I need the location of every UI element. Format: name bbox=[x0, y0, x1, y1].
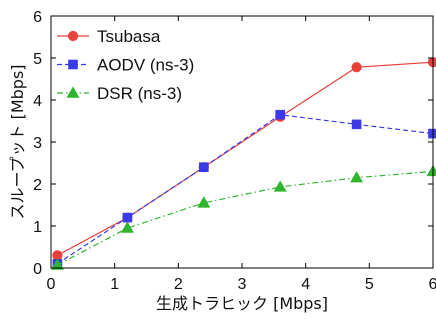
legend-entry-1: AODV (ns-3) bbox=[57, 56, 194, 75]
x-axis-label: 生成トラヒック [Mbps] bbox=[156, 294, 328, 313]
legend-entry-0: Tsubasa bbox=[57, 27, 161, 46]
data-point-0-4 bbox=[351, 62, 362, 73]
data-point-1-5 bbox=[428, 128, 436, 139]
data-point-0-5 bbox=[427, 57, 436, 68]
data-point-1-3 bbox=[275, 109, 285, 120]
x-tick-label: 6 bbox=[429, 276, 436, 293]
x-tick-label: 2 bbox=[174, 276, 183, 293]
data-point-2-0 bbox=[50, 258, 64, 270]
data-point-1-4 bbox=[351, 119, 362, 130]
data-point-2-4 bbox=[350, 171, 364, 183]
y-tick-label: 0 bbox=[33, 261, 42, 278]
data-point-2-2 bbox=[197, 196, 211, 208]
data-point-1-1 bbox=[122, 212, 133, 223]
legend-entry-2: DSR (ns-3) bbox=[57, 84, 182, 103]
y-tick-label: 5 bbox=[33, 51, 42, 68]
y-tick-label: 6 bbox=[33, 9, 42, 26]
x-tick-label: 4 bbox=[301, 276, 310, 293]
legend-label: DSR (ns-3) bbox=[97, 84, 182, 103]
legend-label: AODV (ns-3) bbox=[97, 56, 194, 75]
x-tick-label: 3 bbox=[238, 276, 247, 293]
legend-marker bbox=[67, 30, 79, 42]
legend-marker bbox=[66, 86, 80, 98]
x-tick-label: 0 bbox=[47, 276, 56, 293]
data-point-2-3 bbox=[273, 180, 287, 192]
legend-marker bbox=[68, 59, 78, 70]
x-tick-label: 1 bbox=[110, 276, 119, 293]
series-line-0 bbox=[57, 61, 434, 256]
tick-labels: 0 1 2 3 4 5 6 0 1 2 3 4 5 6 bbox=[33, 9, 436, 293]
legend-label: Tsubasa bbox=[97, 27, 161, 46]
data-point-2-1 bbox=[120, 221, 134, 233]
data-point-1-2 bbox=[199, 162, 209, 172]
axes-layer bbox=[50, 15, 434, 269]
series-2 bbox=[50, 164, 436, 270]
y-tick-label: 1 bbox=[33, 219, 42, 236]
y-tick-label: 3 bbox=[33, 135, 42, 152]
y-axis-label: スループット [Mbps] bbox=[8, 64, 27, 219]
legend: Tsubasa AODV (ns-3) DSR (ns-3) bbox=[57, 27, 194, 103]
x-tick-label: 5 bbox=[365, 276, 374, 293]
series-layer bbox=[50, 57, 436, 270]
series-line-2 bbox=[57, 170, 434, 266]
y-tick-label: 2 bbox=[33, 177, 42, 194]
y-tick-label: 4 bbox=[33, 93, 42, 110]
